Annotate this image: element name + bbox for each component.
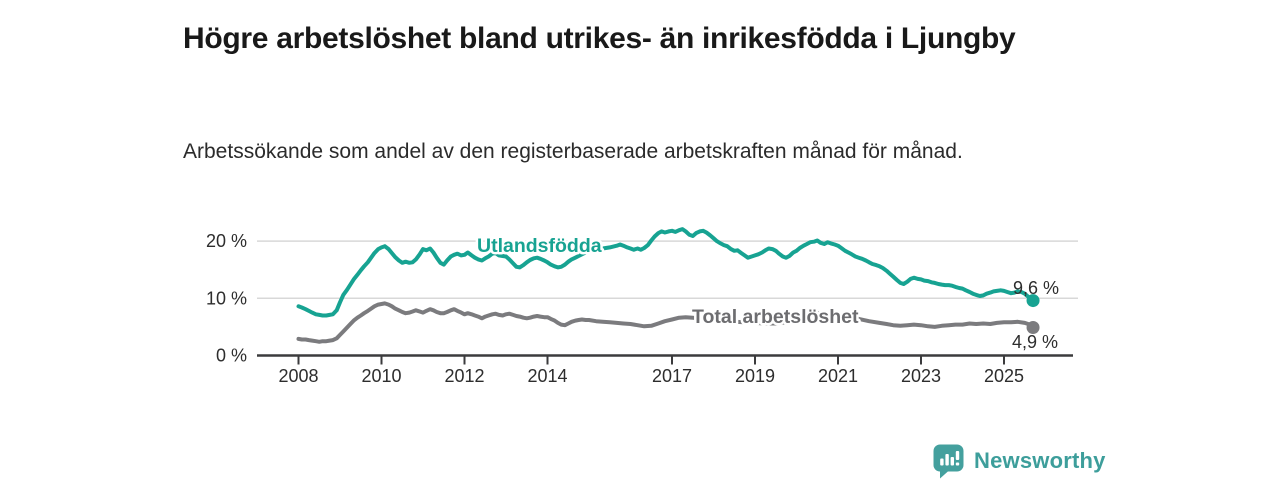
chart-subtitle: Arbetssökande som andel av den registerb… — [183, 140, 963, 163]
series-end-value-1: 4,9 % — [1012, 332, 1058, 352]
series-end-dot-0 — [1026, 294, 1040, 308]
x-tick-label-2010: 2010 — [361, 366, 401, 386]
x-tick-label-2014: 2014 — [527, 366, 567, 386]
y-tick-label-0: 0 % — [216, 346, 247, 366]
brand-name: Newsworthy — [974, 448, 1106, 473]
x-tick-label-2025: 2025 — [984, 366, 1024, 386]
newsworthy-logo-icon — [933, 444, 964, 479]
page-title: Högre arbetslöshet bland utrikes- än inr… — [183, 22, 1016, 56]
y-tick-label-10: 10 % — [206, 288, 247, 308]
series-line-1 — [296, 301, 1036, 344]
x-tick-label-2021: 2021 — [818, 366, 858, 386]
x-tick-label-2023: 2023 — [901, 366, 941, 386]
series-label-0: Utlandsfödda — [477, 235, 602, 257]
series-line-0 — [296, 227, 1036, 318]
x-tick-label-2017: 2017 — [652, 366, 692, 386]
y-tick-label-20: 20 % — [206, 231, 247, 251]
newsworthy-brand-link[interactable]: Newsworthy — [932, 443, 1106, 479]
x-tick-label-2008: 2008 — [278, 366, 318, 386]
series-end-dot-1 — [1026, 320, 1040, 334]
x-tick-label-2012: 2012 — [444, 366, 484, 386]
x-tick-label-2019: 2019 — [735, 366, 775, 386]
series-end-value-0: 9,6 % — [1013, 278, 1059, 298]
series-label-1: Total arbetslöshet — [692, 306, 859, 328]
